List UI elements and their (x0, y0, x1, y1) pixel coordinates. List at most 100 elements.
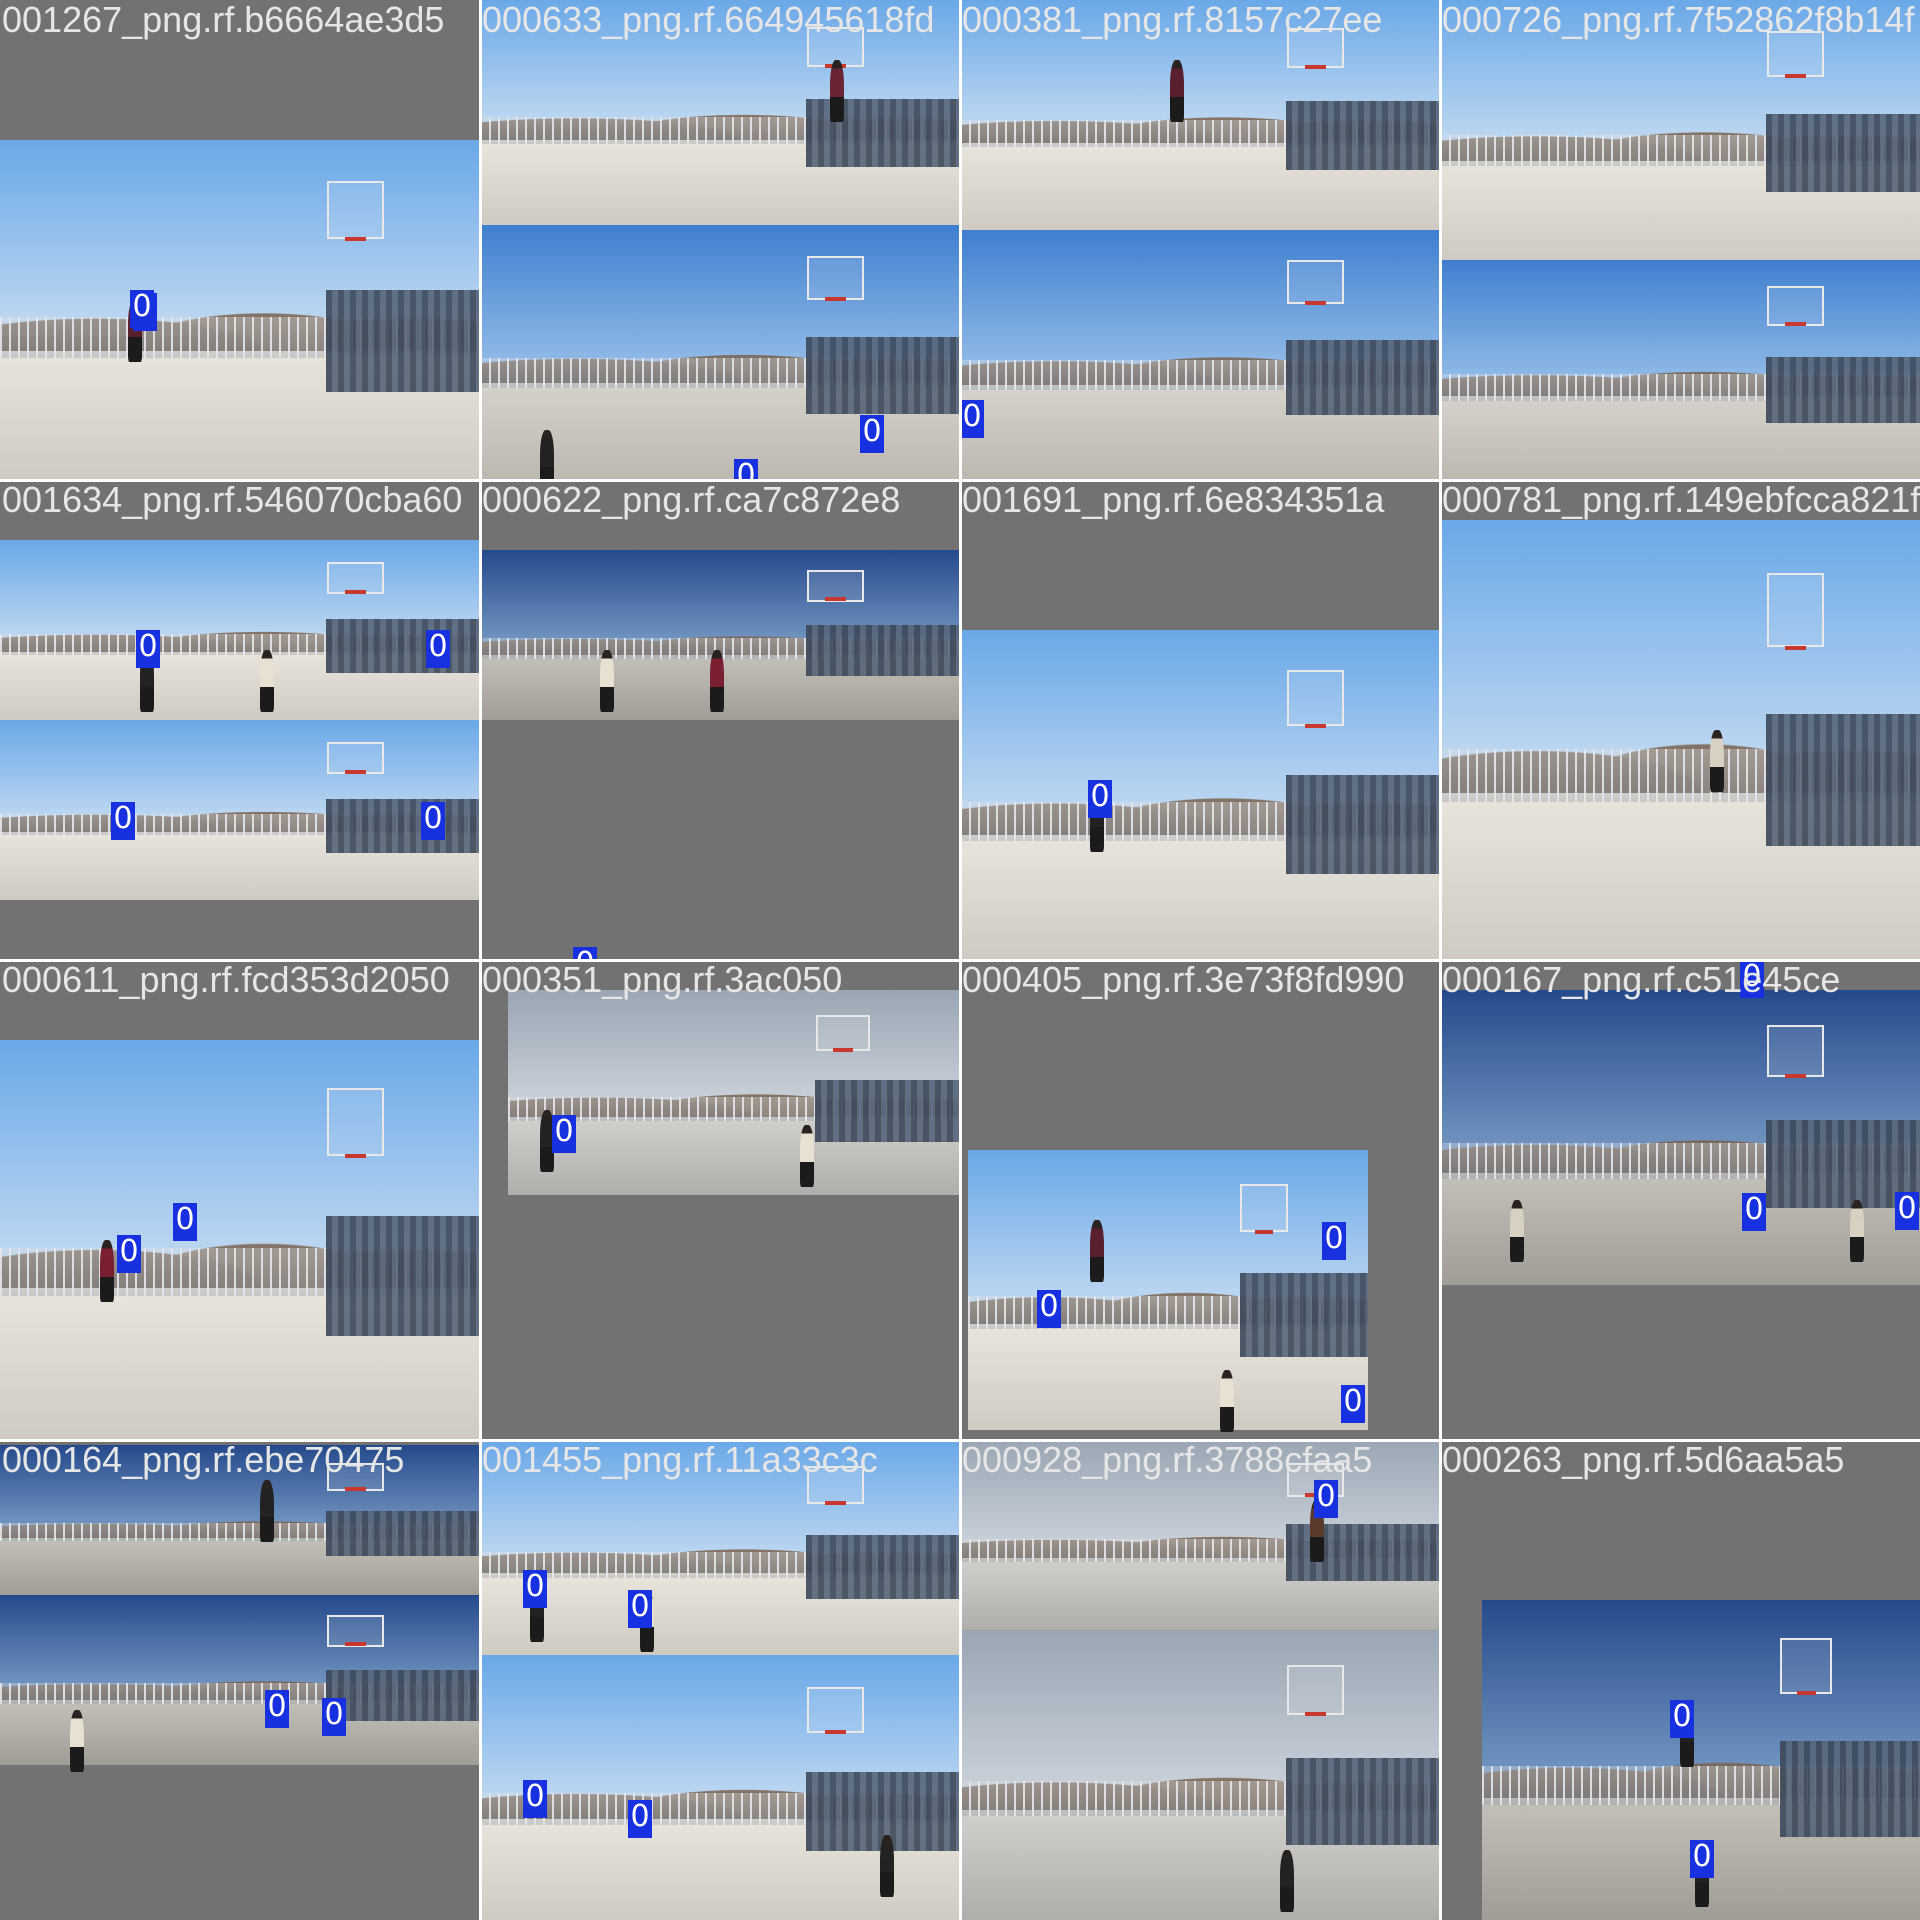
shaded-wall (326, 1511, 480, 1556)
person-figure (540, 1110, 554, 1172)
shaded-wall (806, 1534, 960, 1600)
grid-divider (1439, 0, 1442, 1920)
shaded-wall (1286, 340, 1440, 415)
detection-label-box: 0 (136, 630, 160, 668)
tile-filename-label: 000263_png.rf.5d6aa5a5 (1442, 1440, 1845, 1480)
basketball-hoop (807, 255, 864, 302)
person-figure (100, 1240, 114, 1302)
court-photo (960, 630, 1440, 960)
shaded-wall (1766, 356, 1920, 423)
person-figure (1850, 1200, 1864, 1262)
detection-label-box: 0 (523, 1570, 547, 1608)
basketball-hoop (327, 180, 384, 242)
basketball-hoop (1287, 669, 1344, 728)
basketball-hoop (1287, 260, 1344, 305)
person-figure (800, 1125, 814, 1187)
tile-filename-label: 001691_png.rf.6e834351a (962, 480, 1385, 520)
person-figure (880, 1835, 894, 1897)
basketball-hoop (1767, 31, 1824, 78)
tile-filename-label: 001634_png.rf.546070cba60 (2, 480, 463, 520)
basketball-hoop (327, 1463, 384, 1491)
tile-filename-label: 000611_png.rf.fcd353d2050 (2, 960, 450, 1000)
person-figure (1220, 1370, 1234, 1432)
court-photo (960, 230, 1440, 480)
basketball-hoop (327, 1088, 384, 1159)
court-photo (0, 540, 480, 720)
court-photo (480, 0, 960, 225)
court-photo (480, 225, 960, 480)
detection-label-box: 0 (734, 459, 758, 480)
detection-label-box: 0 (111, 802, 135, 840)
court-photo (1440, 260, 1920, 480)
person-figure (1510, 1200, 1524, 1262)
shaded-wall (806, 337, 960, 414)
tile-filename-label: 000622_png.rf.ca7c872e8 (482, 480, 901, 520)
mosaic-tile: 0 0 000633_png.rf.664945618fd (480, 0, 960, 480)
mosaic-tile: 000781_png.rf.149ebfcca821f (1440, 480, 1920, 960)
person-figure (70, 1710, 84, 1772)
court-photo (1440, 990, 1920, 1285)
shaded-wall (326, 289, 480, 392)
court-photo (480, 1655, 960, 1920)
detection-label-box: 0 (1314, 1480, 1338, 1518)
detection-label-box: 0 (860, 415, 884, 453)
shaded-wall (1240, 1273, 1368, 1358)
person-figure (1710, 730, 1724, 792)
tile-filename-label: 000405_png.rf.3e73f8fd990 (962, 960, 1405, 1000)
court-photo (0, 1445, 480, 1595)
mosaic-tile: 0 000928_png.rf.3788cfaa5 (960, 1440, 1440, 1920)
detection-label-box: 0 (1670, 1700, 1694, 1738)
detection-label-box: 0 (1037, 1290, 1061, 1328)
person-figure (1090, 1220, 1104, 1282)
mosaic-tile: 0 000622_png.rf.ca7c872e8 (480, 480, 960, 960)
court-photo (480, 1440, 960, 1655)
detection-label-box: 0 (1740, 960, 1764, 998)
court-photo (960, 0, 1440, 230)
basketball-hoop (1240, 1183, 1288, 1234)
grid-divider (0, 1439, 1920, 1442)
basketball-hoop (1767, 1025, 1824, 1079)
basketball-hoop (807, 570, 864, 602)
basketball-hoop (807, 1686, 864, 1735)
grid-divider (0, 959, 1920, 962)
mosaic-tile: 0 000351_png.rf.3ac050 (480, 960, 960, 1440)
basketball-hoop (815, 1014, 870, 1052)
person-figure (260, 650, 274, 712)
basketball-hoop (1287, 27, 1344, 69)
shaded-wall (1766, 114, 1920, 193)
basketball-hoop (327, 1615, 384, 1647)
court-photo (0, 720, 480, 900)
detection-label-box: 0 (1742, 1193, 1766, 1231)
mosaic-tile: 0 000381_png.rf.8157c27ee (960, 0, 1440, 480)
tile-filename-label: 000781_png.rf.149ebfcca821f (1442, 480, 1920, 520)
detection-label-box: 0 (1322, 1222, 1346, 1260)
shaded-wall (1779, 1740, 1920, 1837)
detection-label-box: 0 (1690, 1840, 1714, 1878)
basketball-hoop (327, 561, 384, 595)
detection-label-box: 0 (960, 400, 984, 438)
mosaic-tile: 00001267_png.rf.b6664ae3d5 (0, 0, 480, 480)
court-photo (1440, 0, 1920, 260)
tile-filename-label: 001267_png.rf.b6664ae3d5 (2, 0, 445, 40)
shaded-wall (1766, 713, 1920, 846)
mosaic-tile: 0 0 000611_png.rf.fcd353d2050 (0, 960, 480, 1440)
mosaic-tile: 000726_png.rf.7f52862f8b14f (1440, 0, 1920, 480)
court-photo (508, 990, 960, 1195)
detection-label-box: 0 (421, 802, 445, 840)
detection-label-box: 0 (322, 1698, 346, 1736)
detection-label-box: 0 (573, 947, 597, 960)
shaded-wall (326, 1669, 480, 1721)
detection-label-box: 0 (117, 1235, 141, 1273)
court-photo (0, 1595, 480, 1765)
shaded-wall (806, 624, 960, 676)
person-figure (600, 650, 614, 712)
shaded-wall (815, 1080, 960, 1142)
person-figure (1280, 1850, 1294, 1912)
court-photo (480, 550, 960, 720)
person-figure (710, 650, 724, 712)
shaded-wall (326, 799, 480, 854)
shaded-wall (1286, 1757, 1440, 1845)
mosaic-tile: 0 0 000263_png.rf.5d6aa5a5 (1440, 1440, 1920, 1920)
court-photo (968, 1150, 1368, 1430)
